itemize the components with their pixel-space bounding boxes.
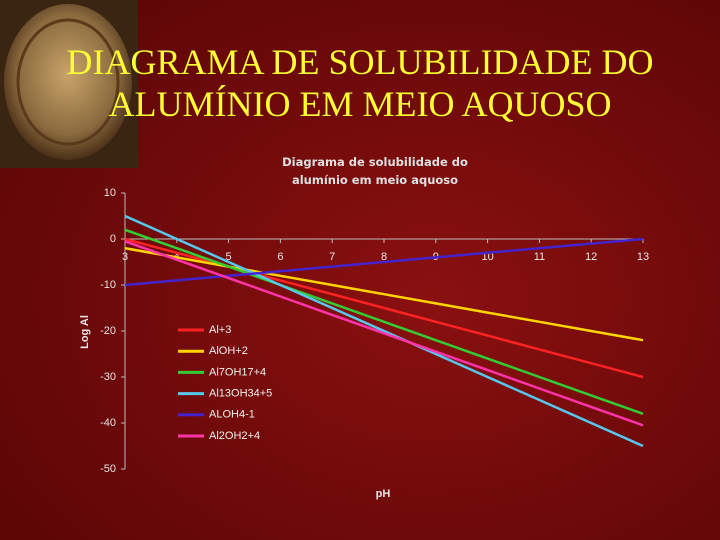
x-tick-label: 3 bbox=[122, 251, 128, 263]
slide-title: DIAGRAMA DE SOLUBILIDADE DO bbox=[67, 42, 654, 82]
legend-label: Al7OH17+4 bbox=[209, 366, 266, 378]
series-line bbox=[124, 240, 644, 427]
y-axis-title: Log Al bbox=[79, 315, 91, 349]
y-tick-label: -20 bbox=[100, 325, 116, 337]
y-tick-label: -40 bbox=[100, 417, 116, 429]
x-axis-title: pH bbox=[376, 488, 391, 500]
series-line bbox=[124, 228, 644, 415]
y-tick-label: 10 bbox=[104, 187, 116, 199]
coin-image bbox=[4, 4, 132, 160]
series-line bbox=[124, 237, 644, 287]
legend-label: Al2OH2+4 bbox=[209, 430, 260, 442]
y-tick-label: -30 bbox=[100, 371, 116, 383]
x-tick-label: 13 bbox=[637, 251, 649, 263]
chart-title: alumínio em meio aquoso bbox=[292, 173, 458, 187]
y-tick-label: 0 bbox=[110, 233, 116, 245]
legend-label: ALOH4-1 bbox=[209, 409, 255, 421]
legend-label: Al13OH34+5 bbox=[209, 388, 272, 400]
y-tick-label: -50 bbox=[100, 463, 116, 475]
series-line bbox=[124, 214, 644, 448]
x-tick-label: 8 bbox=[381, 251, 387, 263]
legend-label: Al+3 bbox=[209, 324, 231, 336]
coin-rim bbox=[16, 18, 120, 146]
chart-title: Diagrama de solubilidade do bbox=[282, 155, 468, 169]
x-tick-label: 5 bbox=[226, 251, 232, 263]
series-line bbox=[124, 237, 644, 379]
x-tick-label: 12 bbox=[585, 251, 597, 263]
legend-label: AlOH+2 bbox=[209, 345, 248, 357]
x-tick-label: 6 bbox=[277, 251, 283, 263]
x-tick-label: 7 bbox=[329, 251, 335, 263]
series-line bbox=[124, 246, 644, 342]
slide-title: ALUMÍNIO EM MEIO AQUOSO bbox=[109, 84, 612, 124]
plot: 100-10-20-30-40-503 4 5 6 7 8 9 10 11 12 13Al+3AlO… bbox=[100, 187, 649, 475]
x-tick-label: 11 bbox=[534, 251, 545, 263]
y-tick-label: -10 bbox=[100, 279, 116, 291]
